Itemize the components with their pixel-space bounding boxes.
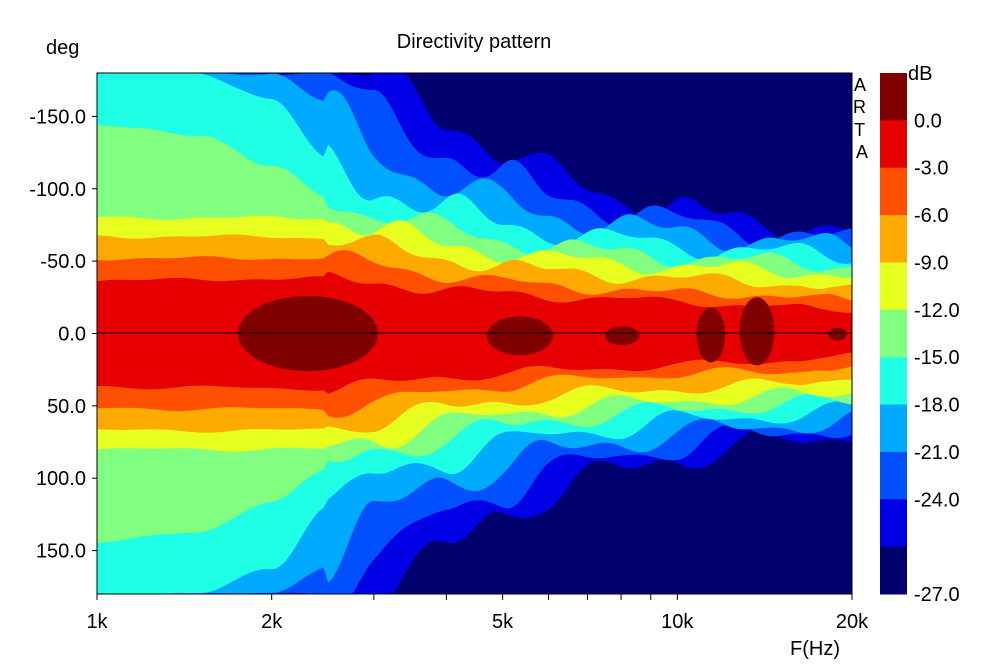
peak-region [739,297,775,366]
y-axis-ticks: -150.0 -100.0 -50.0 0.0 50.0 100.0 150.0 [29,106,97,563]
y-tick-label: 100.0 [36,468,86,490]
colorbar-tick-label: -27.0 [914,584,960,606]
watermark-letter: A [854,75,866,95]
peak-region [828,327,847,341]
x-axis-ticks: 1k 2k 5k 10k 20k [86,594,869,633]
colorbar-tick-label: -3.0 [914,158,948,180]
colorbar-swatch [880,167,907,216]
y-tick-label: 150.0 [36,541,86,563]
x-tick-label: 1k [86,611,108,633]
colorbar-swatch [880,451,907,500]
x-tick-label: 5k [492,611,514,633]
watermark-letter: R [853,97,866,117]
colorbar-tick-label: -24.0 [914,489,960,511]
peak-region [604,326,640,346]
colorbar-tick-label: -12.0 [914,300,960,322]
colorbar-swatch [880,262,907,311]
colorbar-tick-label: -21.0 [914,442,960,464]
y-tick-label: -50.0 [40,251,86,273]
colorbar-tick-label: -9.0 [914,252,948,274]
x-tick-label: 10k [661,611,694,633]
watermark-logo: A R T A [853,75,871,162]
colorbar-tick-label: -18.0 [914,395,960,417]
colorbar-swatch [880,404,907,453]
colorbar-swatch [880,73,907,121]
colorbar-swatch [880,546,907,595]
x-tick-label: 2k [261,611,283,633]
x-axis-label: F(Hz) [790,638,840,660]
chart-title: Directivity pattern [397,31,552,53]
colorbar-label: dB [908,63,932,85]
colorbar-tick-label: -6.0 [914,205,948,227]
peak-region [487,316,553,356]
y-tick-label: -100.0 [29,179,86,201]
y-tick-label: 0.0 [58,324,86,346]
colorbar-swatch [880,499,907,548]
y-tick-label: 50.0 [47,396,86,418]
peak-region [696,307,726,363]
x-tick-label: 20k [836,611,869,633]
y-axis-label: deg [46,37,79,59]
colorbar-swatch [880,215,907,263]
colorbar-tick-label: 0.0 [914,110,942,132]
heatmap-plot [97,73,852,594]
colorbar-swatch [880,120,907,169]
colorbar-tick-label: -15.0 [914,347,960,369]
colorbar: 0.0 -3.0 -6.0 -9.0 -12.0 -15.0 -18.0 -21.0 -24.0… [880,73,960,606]
y-tick-label: -150.0 [29,106,86,128]
watermark-letter: T [854,120,865,140]
colorbar-swatch [880,309,907,358]
watermark-letter: A [856,142,868,162]
colorbar-swatch [880,357,907,406]
